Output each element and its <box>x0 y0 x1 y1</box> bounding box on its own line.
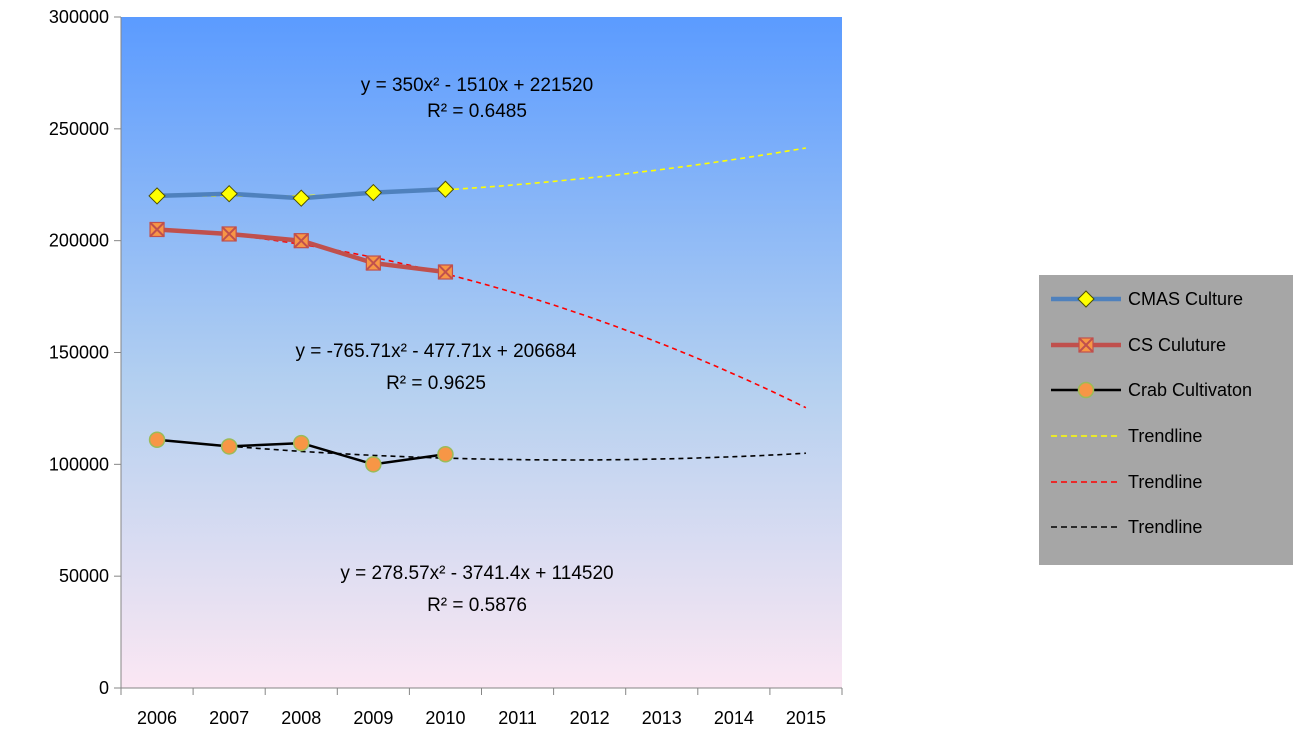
legend-label: CMAS Culture <box>1128 289 1243 309</box>
y-tick-label: 100000 <box>49 454 109 474</box>
trendline-r-squared: R² = 0.6485 <box>427 101 527 122</box>
x-tick-label: 2014 <box>714 708 754 728</box>
trendline-equation: y = 278.57x² - 3741.4x + 114520 <box>340 563 613 584</box>
data-point <box>293 434 310 452</box>
data-point-cross <box>293 232 309 249</box>
data-point-cross <box>437 264 454 280</box>
x-tick-label: 2009 <box>353 708 393 728</box>
data-point <box>437 446 454 463</box>
legend-label: Trendline <box>1128 517 1202 537</box>
data-point <box>436 180 455 198</box>
trendline-equation: y = 350x² - 1510x + 221520 <box>361 75 593 96</box>
plot-area <box>121 17 842 688</box>
x-tick-label: 2008 <box>281 708 321 728</box>
data-point <box>148 187 166 205</box>
legend-box <box>1039 275 1293 565</box>
markers <box>148 180 455 473</box>
x-tick-label: 2012 <box>570 708 610 728</box>
trendline-equation: y = -765.71x² - 477.71x + 206684 <box>296 341 577 362</box>
x-tick-label: 2013 <box>642 708 682 728</box>
legend-label: CS Culuture <box>1128 335 1226 355</box>
legend-label: Trendline <box>1128 472 1202 492</box>
trendline-equations: y = 350x² - 1510x + 221520 R² = 0.6485 y =… <box>296 75 614 616</box>
y-tick-label: 200000 <box>49 231 109 251</box>
x-tick-label: 2015 <box>786 708 826 728</box>
data-point <box>364 183 383 202</box>
data-point <box>148 431 166 448</box>
data-point-cross <box>1078 337 1094 353</box>
trendline <box>157 438 806 461</box>
y-tick-label: 50000 <box>59 566 109 586</box>
y-tick-label: 0 <box>99 678 109 698</box>
x-tick-label: 2011 <box>498 708 537 728</box>
data-point-cross <box>365 255 382 271</box>
data-point-cross <box>221 226 237 242</box>
trendline-r-squared: R² = 0.5876 <box>427 595 527 616</box>
data-point <box>292 189 310 207</box>
axes: 0 50000 100000 150000 200000 250000 300000 2006… <box>49 7 843 728</box>
x-tick-label: 2007 <box>209 708 249 728</box>
y-tick-label: 150000 <box>49 343 109 363</box>
legend: CMAS Culture CS Culuture Crab Cultivaton Tr… <box>1039 275 1293 565</box>
y-tick-label: 300000 <box>49 7 109 27</box>
data-point <box>220 184 238 203</box>
data-point-cross <box>149 221 165 238</box>
trendline-r-squared: R² = 0.9625 <box>386 373 486 394</box>
x-tick-label: 2010 <box>425 708 465 728</box>
data-point <box>220 438 238 455</box>
y-tick-label: 250000 <box>49 119 109 139</box>
data-point <box>1077 290 1095 308</box>
legend-label: Trendline <box>1128 426 1202 446</box>
x-tick-label: 2006 <box>137 708 177 728</box>
data-point <box>365 456 382 473</box>
data-point <box>1077 381 1095 399</box>
legend-label: Crab Cultivaton <box>1128 380 1252 400</box>
